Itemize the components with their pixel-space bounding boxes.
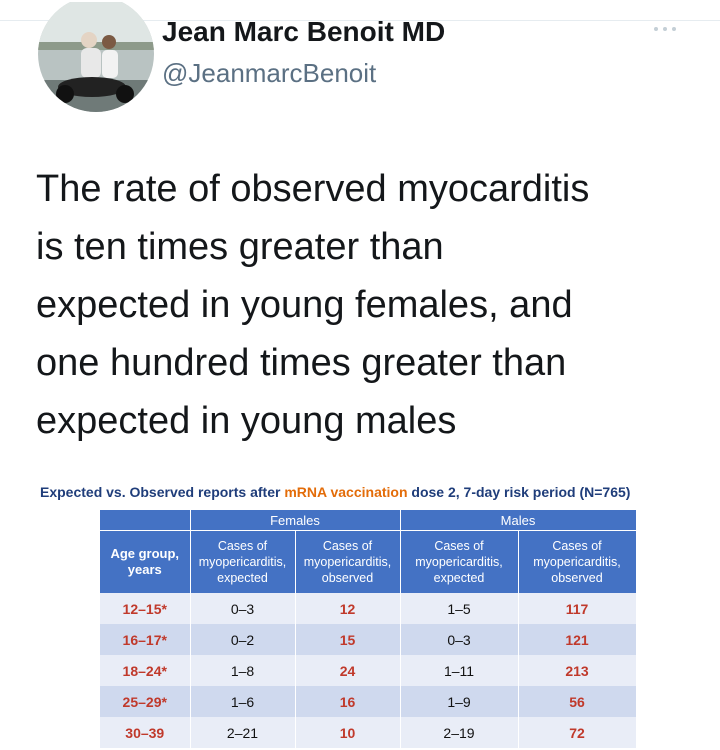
age-header: Age group, years [100,530,191,593]
table-cell: 2–19 [400,717,519,748]
table-cell: 16–17* [100,624,191,655]
title-highlight: mRNA vaccination [284,484,408,500]
tweet-line: one hundred times greater than [36,342,567,384]
table-cell: 0–2 [190,624,296,655]
table-cell: 0–3 [190,593,296,624]
table-row: 12–15* 0–3 12 1–5 117 [100,593,637,624]
table-cell: 10 [295,717,401,748]
table-cell: 2–21 [190,717,296,748]
group-header: Males [400,510,637,531]
table-cell: 15 [295,624,401,655]
tweet-text: The rate of observed myocarditis is ten t… [36,160,589,450]
table-cell: 213 [518,655,637,686]
table-cell: 16 [295,686,401,717]
table-cell: 117 [518,593,637,624]
table-cell: 1–11 [400,655,519,686]
avatar[interactable] [37,2,155,112]
column-header-row: Age group, years Cases of myopericarditis… [100,530,637,593]
table-cell: 0–3 [400,624,519,655]
table-cell: 1–8 [190,655,296,686]
title-text: dose 2, 7-day risk period (N=765) [407,484,631,500]
header-cell [100,510,191,531]
table-cell: 121 [518,624,637,655]
column-header: Cases of myopericarditis, expected [400,530,519,593]
tweet-line: The rate of observed myocarditis [36,168,590,210]
table-cell: 1–5 [400,593,519,624]
table-cell: 18–24* [100,655,191,686]
table-cell: 30–39 [100,717,191,748]
data-table: Females Males Age group, years Cases of myo… [100,510,637,748]
author-handle[interactable]: @JeanmarcBenoit [162,58,377,88]
column-header: Cases of myopericarditis, observed [295,530,401,593]
table-cell: 1–6 [190,686,296,717]
table-cell: 72 [518,717,637,748]
table-row: 25–29* 1–6 16 1–9 56 [100,686,637,717]
tweet-line: expected in young males [36,400,457,442]
figure-title: Expected vs. Observed reports after mRNA… [40,484,630,500]
table-cell: 56 [518,686,637,717]
author-name[interactable]: Jean Marc Benoit MD [162,16,446,47]
table-cell: 25–29* [100,686,191,717]
tweet-line: is ten times greater than [36,226,444,268]
more-menu[interactable] [652,24,680,34]
table-cell: 24 [295,655,401,686]
table-cell: 12–15* [100,593,191,624]
title-text: Expected vs. Observed reports after [40,484,285,500]
table-row: 18–24* 1–8 24 1–11 213 [100,655,637,686]
table-cell: 12 [295,593,401,624]
divider [0,20,720,21]
table-row: 30–39 2–21 10 2–19 72 [100,717,637,748]
group-header: Females [190,510,401,531]
table-row: 16–17* 0–2 15 0–3 121 [100,624,637,655]
column-header: Cases of myopericarditis, expected [190,530,296,593]
group-header-row: Females Males [100,510,637,531]
column-header: Cases of myopericarditis, observed [518,530,637,593]
tweet-line: expected in young females, and [36,284,573,326]
table-cell: 1–9 [400,686,519,717]
